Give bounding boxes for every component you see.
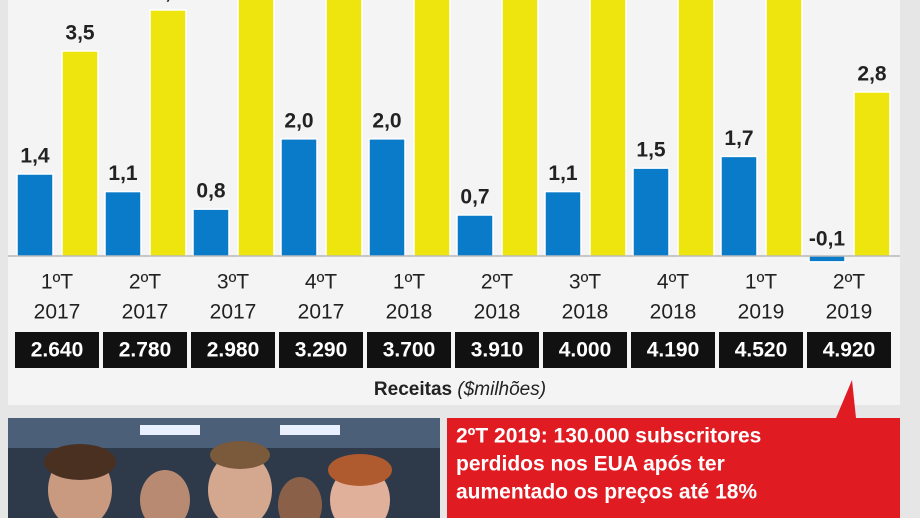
x-tick-label: 2018 <box>650 301 697 324</box>
revenue-box <box>279 332 363 368</box>
bar <box>765 0 803 257</box>
revenue-value: 3.910 <box>471 339 524 362</box>
bar <box>325 0 363 257</box>
x-tick-label: 2017 <box>298 301 345 324</box>
x-tick-label: 4ºT <box>305 271 337 294</box>
revenue-value: 2.640 <box>31 339 84 362</box>
bar <box>104 190 142 257</box>
bar <box>368 138 406 257</box>
revenue-value: 4.000 <box>559 339 612 362</box>
bar <box>456 214 494 257</box>
revenue-unit: ($milhões) <box>457 379 546 400</box>
x-tick-label: 2ºT <box>481 271 513 294</box>
bar <box>280 138 318 257</box>
x-tick-label: 2ºT <box>833 271 865 294</box>
bar <box>632 167 670 257</box>
bar <box>413 0 451 257</box>
revenue-box <box>455 332 539 368</box>
bar <box>237 0 275 257</box>
revenue-value: 4.190 <box>647 339 700 362</box>
x-tick-label: 1ºT <box>745 271 777 294</box>
x-tick-label: 2018 <box>474 301 521 324</box>
revenue-value: 2.780 <box>119 339 172 362</box>
revenue-value: 4.520 <box>735 339 788 362</box>
bar <box>677 0 715 257</box>
annotation: aumentado os preços até 18% <box>456 481 757 504</box>
value-label: 1,5 <box>636 139 666 162</box>
value-label: 1,1 <box>108 162 138 185</box>
value-label: 0,8 <box>196 180 226 203</box>
x-tick-label: 2017 <box>210 301 257 324</box>
revenue-box <box>103 332 187 368</box>
revenue-box <box>631 332 715 368</box>
value-label: 3,5 <box>65 22 95 45</box>
value-label: 2,0 <box>372 109 401 132</box>
x-tick-label: 4ºT <box>657 271 689 294</box>
bar <box>544 190 582 257</box>
bar <box>589 0 627 257</box>
x-tick-label: 1ºT <box>393 271 425 294</box>
annotation: 2ºT 2019: 130.000 subscritores <box>456 425 761 448</box>
revenue-box <box>15 332 99 368</box>
revenue-box <box>807 332 891 368</box>
value-label: 1,1 <box>548 162 578 185</box>
annotation: perdidos nos EUA após ter <box>456 453 725 476</box>
bar <box>501 0 539 257</box>
value-label: -0,1 <box>809 228 846 251</box>
value-label: 1,4 <box>20 145 50 168</box>
x-tick-label: 2ºT <box>129 271 161 294</box>
value-label: 0,7 <box>460 186 489 209</box>
bar <box>149 9 187 257</box>
x-tick-label: 2018 <box>386 301 433 324</box>
bar <box>853 91 891 257</box>
x-tick-label: 3ºT <box>217 271 249 294</box>
bar <box>808 255 846 263</box>
callout-box <box>447 380 900 518</box>
value-label: 4,2 <box>153 0 182 4</box>
revenue-label: Receitas <box>374 379 452 400</box>
revenue-value: 3.700 <box>383 339 436 362</box>
x-tick-label: 1ºT <box>41 271 73 294</box>
revenue-box <box>367 332 451 368</box>
x-tick-label: 2017 <box>34 301 81 324</box>
revenue-value: 3.290 <box>295 339 348 362</box>
bar <box>61 50 99 257</box>
revenue-box <box>543 332 627 368</box>
value-label: 2,0 <box>284 109 313 132</box>
value-label: 2,8 <box>857 63 887 86</box>
revenue-value: 4.920 <box>823 339 876 362</box>
x-tick-label: 2018 <box>562 301 609 324</box>
value-label: 1,7 <box>724 127 753 150</box>
bar <box>16 173 54 257</box>
revenue-box <box>191 332 275 368</box>
revenue-caption: Receitas ($milhões) <box>374 379 546 400</box>
x-tick-label: 2019 <box>738 301 785 324</box>
bar <box>720 155 758 257</box>
revenue-value: 2.980 <box>207 339 260 362</box>
photo <box>8 418 440 518</box>
x-tick-label: 3ºT <box>569 271 601 294</box>
bar <box>192 208 230 257</box>
revenue-box <box>719 332 803 368</box>
x-tick-label: 2019 <box>826 301 873 324</box>
x-tick-label: 2017 <box>122 301 169 324</box>
